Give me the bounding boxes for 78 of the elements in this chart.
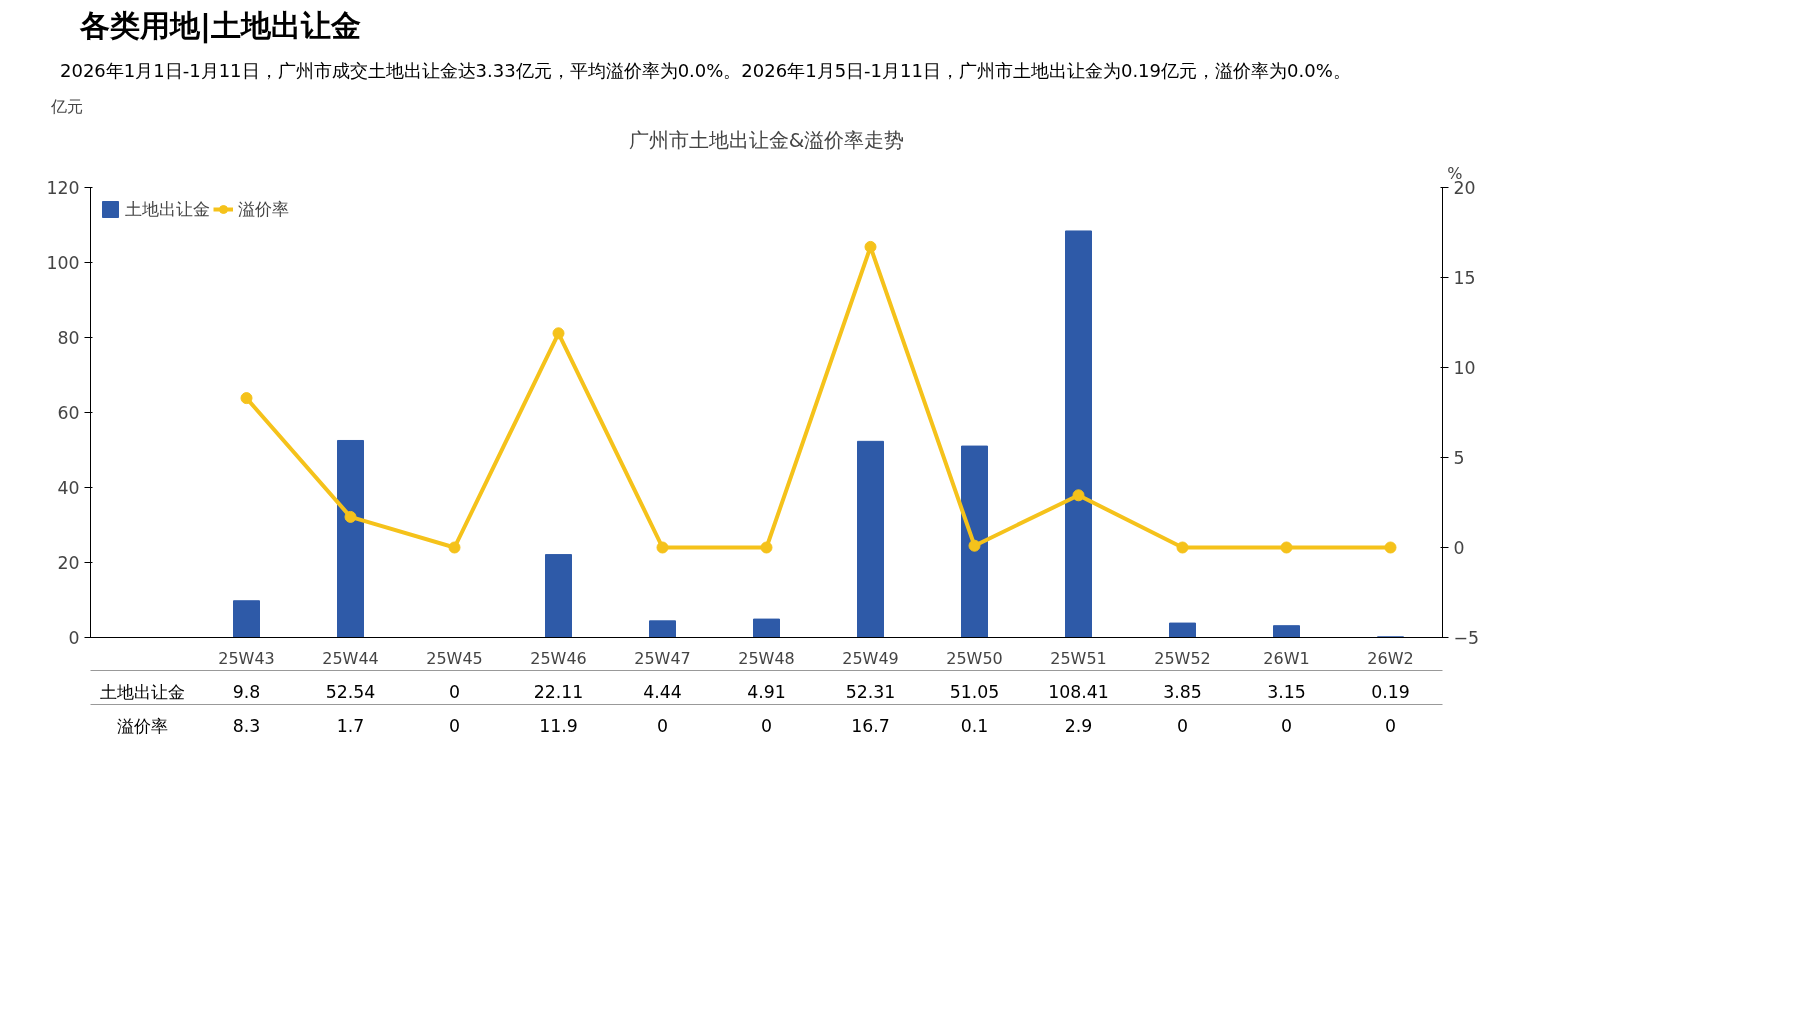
data-label: 1.7 bbox=[336, 715, 365, 736]
bar bbox=[961, 445, 988, 638]
y-tick-label: 0 bbox=[68, 627, 80, 648]
point bbox=[240, 391, 253, 404]
point bbox=[552, 326, 565, 339]
x-tick-label: 25W51 bbox=[1050, 648, 1107, 668]
point bbox=[344, 510, 357, 523]
y-tick-label: 60 bbox=[57, 402, 80, 423]
bar bbox=[753, 618, 780, 638]
y-axis-title: 亿元 bbox=[49, 96, 83, 116]
data-label: 0.1 bbox=[960, 715, 989, 736]
data-label: 0 bbox=[1280, 715, 1293, 736]
x-tick-label: 26W2 bbox=[1367, 648, 1414, 668]
y-tick-label: 100 bbox=[46, 252, 80, 273]
data-label: 52.31 bbox=[845, 681, 896, 702]
data-label: 0 bbox=[656, 715, 669, 736]
chart-title: 广州市土地出让金&溢价率走势 bbox=[628, 127, 905, 152]
x-tick-label: 25W45 bbox=[426, 648, 483, 668]
legend-label: 土地出让金 bbox=[125, 197, 210, 221]
y-tick-label: 80 bbox=[57, 327, 80, 348]
data-label: 16.7 bbox=[851, 715, 890, 736]
bar bbox=[1169, 622, 1196, 638]
data-label: 4.91 bbox=[747, 681, 786, 702]
point bbox=[1176, 541, 1189, 554]
data-label: 9.8 bbox=[232, 681, 261, 702]
bar bbox=[857, 440, 884, 638]
x-tick-label: 25W48 bbox=[738, 648, 795, 668]
data-label: 52.54 bbox=[325, 681, 376, 702]
x-tick-label: 25W44 bbox=[322, 648, 379, 668]
data-label: 8.3 bbox=[232, 715, 261, 736]
point bbox=[968, 539, 981, 552]
bar bbox=[1065, 230, 1092, 638]
y2-tick-label: −5 bbox=[1453, 627, 1480, 648]
data-label: 3.15 bbox=[1267, 681, 1306, 702]
bar bbox=[1273, 624, 1300, 638]
bar bbox=[233, 599, 260, 638]
point bbox=[1280, 541, 1293, 554]
y-tick-label: 40 bbox=[57, 477, 80, 498]
data-label: 108.41 bbox=[1048, 681, 1109, 702]
data-label: 0 bbox=[1384, 715, 1397, 736]
data-label: 0 bbox=[760, 715, 773, 736]
x-tick-label: 25W49 bbox=[842, 648, 899, 668]
chart-subtitle: 2026年1月1日-1月11日，广州市成交土地出让金达3.33亿元，平均溢价率为0.0%。2026年1月5日-1月11日，广州市土地出让金为0.19亿元，溢价率为0.0%。 bbox=[60, 58, 1351, 83]
bar bbox=[649, 619, 676, 638]
x-tick-label: 25W43 bbox=[218, 648, 275, 668]
x-tick-label: 25W50 bbox=[946, 648, 1003, 668]
y2-tick-label: 0 bbox=[1453, 537, 1465, 558]
data-label: 3.85 bbox=[1163, 681, 1202, 702]
point bbox=[760, 541, 773, 554]
text: 土地出让金 bbox=[100, 681, 185, 702]
data-label: 0.19 bbox=[1371, 681, 1410, 702]
data-label: 22.11 bbox=[533, 681, 584, 702]
data-label: 0 bbox=[448, 681, 461, 702]
y2-tick-label: 5 bbox=[1453, 447, 1465, 468]
point bbox=[864, 240, 877, 253]
point bbox=[656, 541, 669, 554]
data-label: 4.44 bbox=[643, 681, 682, 702]
x-tick-label: 25W46 bbox=[530, 648, 587, 668]
data-label: 0 bbox=[448, 715, 461, 736]
data-label: 11.9 bbox=[539, 715, 578, 736]
data-label: 2.9 bbox=[1064, 715, 1093, 736]
point bbox=[448, 541, 461, 554]
point bbox=[1072, 488, 1085, 501]
point bbox=[1384, 541, 1397, 554]
x-tick-label: 26W1 bbox=[1263, 648, 1310, 668]
y2-tick-label: 10 bbox=[1453, 357, 1476, 378]
legend-label: 溢价率 bbox=[238, 197, 289, 221]
x-tick-label: 25W52 bbox=[1154, 648, 1211, 668]
text: 溢价率 bbox=[117, 715, 168, 736]
x-tick-label: 25W47 bbox=[634, 648, 691, 668]
data-label: 51.05 bbox=[949, 681, 1000, 702]
data-label: 0 bbox=[1176, 715, 1189, 736]
y2-tick-label: 15 bbox=[1453, 267, 1476, 288]
y-tick-label: 20 bbox=[57, 552, 80, 573]
y-tick-label: 120 bbox=[46, 177, 80, 198]
bar bbox=[337, 439, 364, 638]
text: 各类用地|土地出让金 bbox=[80, 7, 361, 46]
bar bbox=[545, 553, 572, 638]
